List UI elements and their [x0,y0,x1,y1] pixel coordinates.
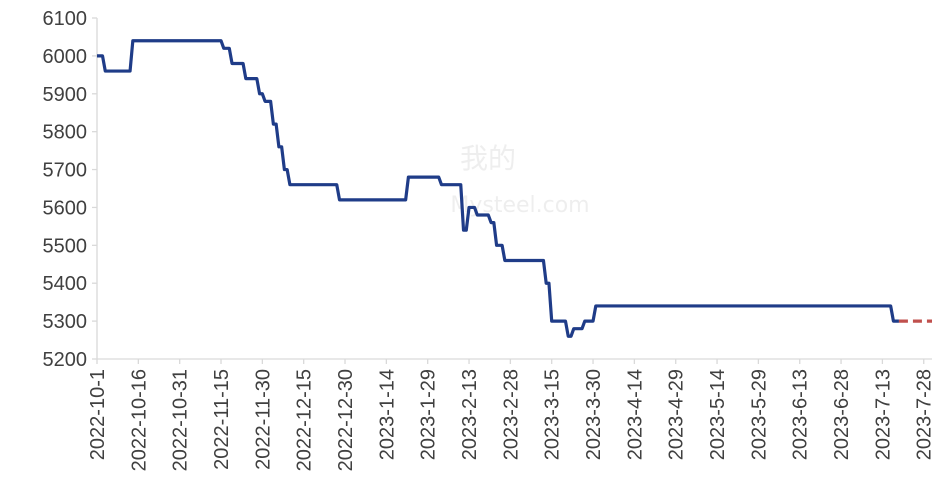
x-tick-label: 2022-10-31 [170,369,192,471]
x-tick-label: 2023-5-29 [748,369,770,460]
x-tick-label: 2023-4-29 [666,369,688,460]
x-tick-label: 2022-12-15 [294,369,316,471]
x-tick-label: 2023-7-28 [914,369,932,460]
x-tick-label: 2022-11-30 [252,369,274,470]
x-tick-label: 2022-10-1 [87,369,109,460]
x-tick-label: 2023-6-28 [831,369,853,460]
x-tick-label: 2023-2-28 [500,369,522,460]
y-tick-label: 6000 [43,46,88,68]
x-tick-label: 2023-7-13 [872,369,894,460]
y-tick-label: 5200 [43,349,88,371]
x-tick-label: 2022-10-16 [128,369,150,471]
x-tick-label: 2023-3-15 [542,369,564,460]
x-tick-label: 2022-11-15 [211,369,233,470]
x-tick-label: 2023-2-13 [459,369,481,460]
axis-ticks [92,17,925,364]
x-tick-label: 2023-1-14 [376,369,398,460]
y-axis-tick-labels: 5200 5300 5400 5500 5600 5700 5800 5900 6000 6100 [43,8,88,371]
y-tick-label: 5900 [43,84,88,106]
x-tick-label: 2023-5-14 [707,369,729,460]
price-series-line [97,39,899,338]
y-tick-label: 5800 [43,122,88,144]
y-tick-label: 5700 [43,160,88,182]
x-tick-label: 2023-4-14 [624,369,646,460]
y-tick-label: 6100 [43,8,88,30]
watermark-site-text: Mysteel.com [450,193,589,218]
watermark: 我的 Mysteel.com [450,142,589,218]
y-tick-label: 5400 [43,273,88,295]
x-tick-label: 2023-6-13 [790,369,812,460]
x-tick-label: 2023-3-30 [583,369,605,460]
series-layer [97,39,932,338]
x-tick-label: 2023-1-29 [418,369,440,460]
x-axis-tick-labels: 2022-10-1 2022-10-16 2022-10-31 2022-11-15 2… [87,369,932,471]
y-tick-label: 5300 [43,311,88,333]
watermark-logo-text: 我的 [460,142,516,175]
x-tick-label: 2022-12-30 [335,369,357,471]
y-tick-label: 5500 [43,235,88,257]
y-tick-label: 5600 [43,197,88,219]
